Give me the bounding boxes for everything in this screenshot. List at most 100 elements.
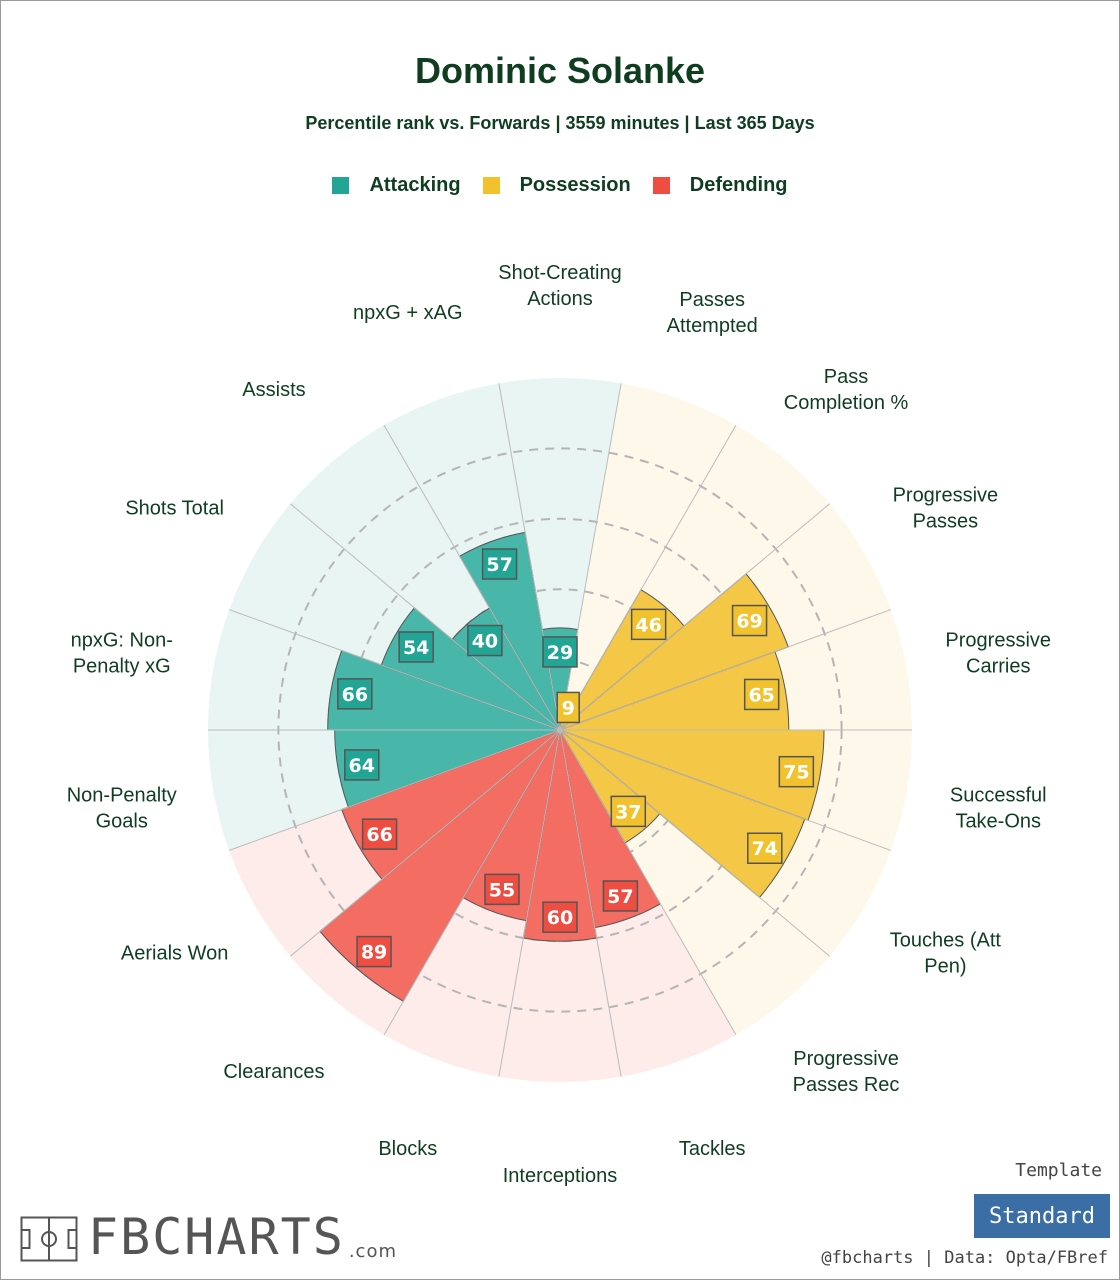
value-badge: 29 bbox=[542, 636, 578, 668]
stat-label: Passes Attempted bbox=[667, 289, 758, 337]
stat-label-line: Penalty xG bbox=[73, 656, 171, 678]
value-label: 9 bbox=[562, 697, 575, 719]
stat-label-line: Passes bbox=[679, 289, 745, 311]
stat-label-line: Carries bbox=[966, 656, 1030, 678]
stat-label-line: Aerials Won bbox=[121, 943, 228, 965]
fbcharts-logo: FBCHARTS .com bbox=[20, 1212, 397, 1262]
value-badge: 75 bbox=[778, 755, 815, 788]
value-badge: 66 bbox=[337, 678, 373, 710]
value-label: 65 bbox=[748, 684, 774, 706]
template-button[interactable]: Standard bbox=[974, 1194, 1110, 1238]
value-label: 60 bbox=[547, 907, 573, 929]
sector-divider bbox=[559, 383, 622, 731]
stat-label: Interceptions bbox=[503, 1165, 618, 1187]
stat-label: npxG + xAG bbox=[353, 302, 463, 324]
value-label: 29 bbox=[547, 642, 573, 664]
value-badge: 65 bbox=[743, 678, 780, 711]
stat-label: Assists bbox=[242, 379, 305, 401]
value-badge-box bbox=[778, 755, 815, 788]
sector-divider bbox=[229, 609, 561, 731]
sector-divider bbox=[498, 383, 561, 731]
stat-label-line: Shot-Creating bbox=[498, 262, 621, 284]
stat-label-line: Shots Total bbox=[125, 498, 224, 520]
value-label: 74 bbox=[752, 838, 778, 860]
stat-label-line: Blocks bbox=[378, 1138, 437, 1160]
stat-label-line: Passes Rec bbox=[793, 1074, 900, 1096]
sector-bg bbox=[560, 383, 736, 730]
stat-label: Tackles bbox=[679, 1138, 746, 1160]
value-label: 54 bbox=[403, 637, 429, 659]
value-badge: 74 bbox=[747, 832, 783, 864]
value-badge-box bbox=[556, 691, 580, 724]
value-label: 66 bbox=[342, 684, 368, 706]
stat-label-line: Pass bbox=[824, 366, 868, 388]
sector-divider bbox=[559, 729, 737, 1036]
value-badge-box bbox=[731, 604, 768, 637]
legend-label-attacking: Attacking bbox=[369, 174, 461, 196]
value-label: 37 bbox=[615, 801, 641, 823]
value-badge: 60 bbox=[542, 901, 578, 933]
value-badge: 54 bbox=[398, 631, 434, 663]
value-label: 69 bbox=[736, 611, 762, 633]
chart-title: Dominic Solanke bbox=[414, 50, 706, 91]
value-label: 75 bbox=[783, 762, 809, 784]
chart-subtitle: Percentile rank vs. Forwards | 3559 minu… bbox=[305, 113, 815, 133]
value-label: 40 bbox=[472, 631, 498, 653]
sector-divider bbox=[290, 503, 561, 731]
stat-label-line: Touches (Att bbox=[890, 930, 1002, 952]
sector-divider bbox=[559, 503, 830, 731]
logo-suffix: .com bbox=[348, 1241, 397, 1262]
legend-swatch-defending bbox=[652, 177, 670, 194]
value-badge: 69 bbox=[731, 604, 768, 637]
stat-label-line: Clearances bbox=[223, 1061, 324, 1083]
sector-divider bbox=[498, 729, 561, 1077]
stat-label: Blocks bbox=[378, 1138, 437, 1160]
stat-labels: Shot-Creating Actions Passes Attempted Pass C… bbox=[67, 262, 1051, 1187]
sector-divider bbox=[229, 729, 561, 851]
sector-divider bbox=[383, 424, 561, 731]
value-badge-box bbox=[337, 678, 373, 710]
stat-label-line: Progressive bbox=[893, 485, 999, 507]
value-badge: 57 bbox=[481, 548, 518, 580]
legend-swatch-possession bbox=[482, 177, 500, 194]
value-badge-box bbox=[602, 880, 639, 912]
value-label: 89 bbox=[361, 942, 387, 964]
value-badge-box bbox=[747, 832, 783, 864]
value-badge-box bbox=[481, 548, 518, 580]
value-badge: 64 bbox=[344, 749, 380, 781]
legend-item-defending: Defending bbox=[652, 174, 788, 197]
value-badge: 9 bbox=[556, 691, 580, 724]
stat-label: Touches (Att Pen) bbox=[890, 930, 1002, 978]
stat-label-line: npxG + xAG bbox=[353, 302, 463, 324]
stat-label-line: Successful bbox=[950, 784, 1047, 806]
sector-divider bbox=[559, 424, 737, 731]
stat-label-line: Assists bbox=[242, 379, 305, 401]
sector-divider bbox=[383, 729, 561, 1036]
stat-label-line: Attempted bbox=[667, 315, 758, 337]
value-badge-box bbox=[344, 749, 380, 781]
stat-label: Progressive Carries bbox=[945, 630, 1051, 678]
sector-divider bbox=[559, 729, 622, 1077]
value-badge: 89 bbox=[356, 935, 392, 968]
stat-label-line: Non-Penalty bbox=[67, 784, 177, 806]
legend-item-attacking: Attacking bbox=[332, 174, 461, 197]
stat-label-line: Progressive bbox=[945, 630, 1051, 652]
stat-label: Pass Completion % bbox=[784, 366, 909, 414]
value-badge: 46 bbox=[630, 608, 667, 641]
value-badge: 40 bbox=[467, 624, 503, 657]
value-label: 64 bbox=[349, 755, 375, 777]
value-label: 46 bbox=[635, 614, 661, 636]
legend-swatch-attacking bbox=[332, 177, 350, 194]
value-label: 57 bbox=[607, 886, 633, 908]
value-badge-box bbox=[356, 935, 392, 968]
value-label: 66 bbox=[366, 824, 392, 846]
pitch-icon bbox=[20, 1216, 78, 1262]
value-badge: 66 bbox=[361, 818, 398, 850]
stat-label-line: Take-Ons bbox=[955, 810, 1041, 832]
stat-label: Successful Take-Ons bbox=[950, 784, 1047, 832]
legend: Attacking Possession Defending bbox=[0, 174, 1120, 197]
sector-divider bbox=[290, 729, 561, 957]
stat-label-line: Actions bbox=[527, 288, 593, 310]
stat-label-line: Pen) bbox=[924, 956, 966, 978]
value-badge: 55 bbox=[484, 873, 520, 906]
